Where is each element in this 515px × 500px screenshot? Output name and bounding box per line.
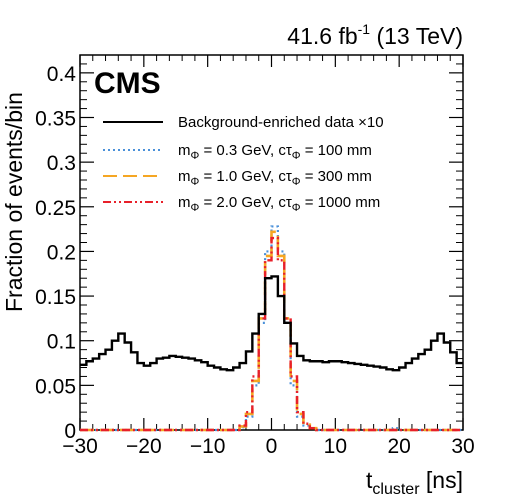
y-tick-label: 0.25	[35, 197, 76, 220]
y-tick-label: 0.35	[35, 108, 76, 131]
legend-label-signal-2: mΦ = 1.0 GeV, cτΦ = 300 mm	[178, 168, 372, 188]
y-tick-label: 0.1	[47, 331, 76, 354]
x-tick-label: −20	[126, 435, 162, 458]
y-tick-label: 0.15	[35, 286, 76, 309]
x-tick-label: 0	[266, 435, 278, 458]
x-tick-label: 10	[324, 435, 347, 458]
lumi-label: 41.6 fb-1 (13 TeV)	[287, 21, 463, 49]
axis-ticks	[79, 55, 464, 431]
legend-label-signal-1: mΦ = 0.3 GeV, cτΦ = 100 mm	[178, 142, 372, 162]
experiment-label: CMS	[94, 67, 161, 100]
x-axis-title: tcluster [ns]	[366, 467, 463, 498]
y-axis-title: Fraction of events/bin	[1, 92, 27, 312]
legend: Background-enriched data ×10 mΦ = 0.3 Ge…	[103, 114, 384, 214]
x-tick-label: −10	[190, 435, 226, 458]
series-line-3	[80, 236, 463, 432]
y-tick-label: 0.3	[47, 152, 76, 175]
legend-label-data: Background-enriched data ×10	[178, 114, 384, 131]
y-tick-label: 0.05	[35, 375, 76, 398]
y-tick-label: 0.4	[47, 63, 77, 86]
x-tick-label: −30	[62, 435, 98, 458]
series-layer	[80, 225, 463, 432]
y-tick-label: 0	[64, 420, 76, 443]
legend-label-signal-3: mΦ = 2.0 GeV, cτΦ = 1000 mm	[178, 194, 380, 214]
x-tick-label: 20	[387, 435, 410, 458]
x-tick-label: 30	[451, 435, 474, 458]
axis-tick-labels: −30 −20 −10 0 10 20 30 0 0.05 0.1 0.15 0.2 0.25 0.3 0.…	[35, 63, 475, 458]
series-line-0	[80, 275, 463, 372]
y-tick-label: 0.2	[47, 241, 76, 264]
